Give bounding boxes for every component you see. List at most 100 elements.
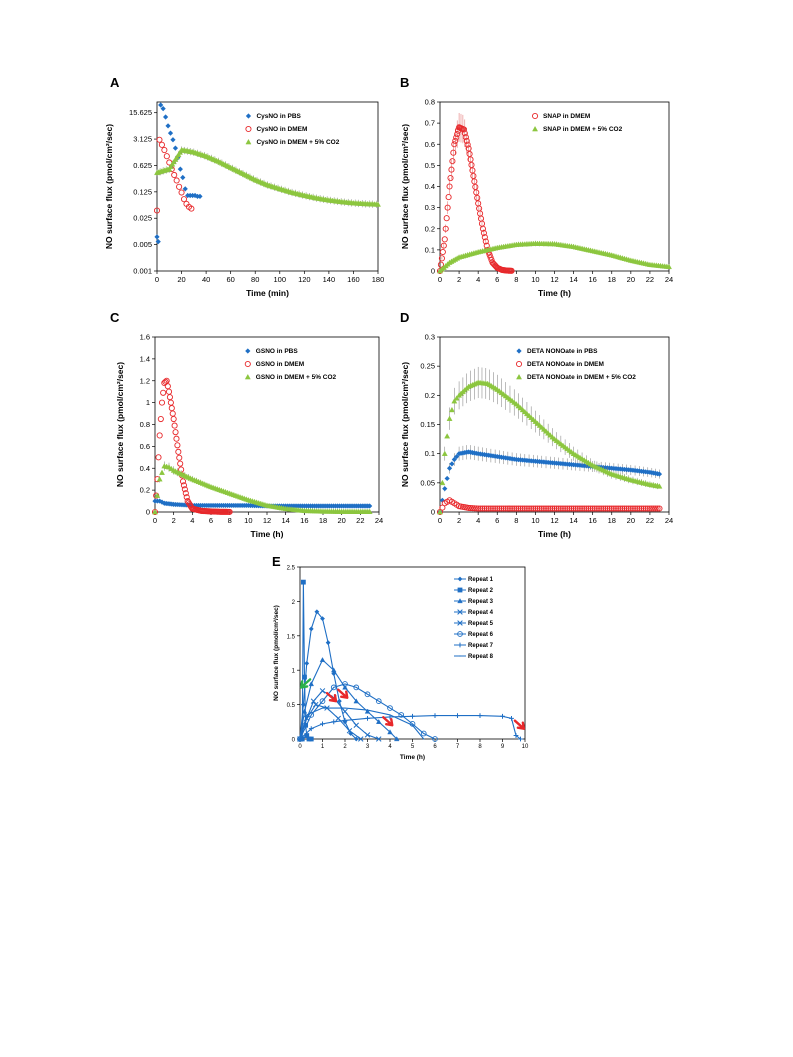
data-point [634, 505, 641, 512]
data-point [656, 471, 663, 477]
data-point [449, 158, 456, 165]
data-point [496, 505, 503, 512]
data-point [463, 137, 470, 144]
data-point [445, 194, 452, 201]
x-tick-label: 4 [388, 744, 392, 750]
y-tick-label: 0.625 [133, 161, 152, 170]
data-point [188, 205, 195, 212]
data-point [342, 708, 348, 715]
data-point [179, 478, 187, 485]
data-point [444, 204, 451, 211]
x-tick-label: 2 [457, 516, 461, 525]
x-tick-label: 0 [298, 744, 302, 750]
data-point [336, 698, 342, 704]
data-point [157, 415, 164, 423]
y-tick-label: 0.6 [425, 140, 435, 149]
y-tick-label: 0.5 [287, 703, 296, 709]
y-tick-label: 0.2 [425, 391, 435, 400]
data-point [477, 713, 483, 719]
data-point [186, 501, 193, 508]
series-repeat-7 [297, 713, 523, 742]
data-point [530, 505, 537, 512]
x-tick-label: 0 [153, 516, 157, 525]
data-point [506, 505, 514, 512]
data-point [344, 707, 346, 709]
legend-label: GSNO in DMEM [256, 361, 304, 368]
x-tick-label: 9 [501, 744, 505, 750]
legend-label: GSNO in DMEM + 5% CO2 [256, 374, 337, 381]
data-point [521, 505, 528, 512]
y-tick-label: 1 [292, 669, 296, 675]
x-tick-label: 18 [608, 516, 616, 525]
data-point [164, 383, 171, 390]
data-point [321, 707, 324, 709]
data-point [482, 238, 489, 245]
data-point [330, 684, 337, 691]
data-point [165, 388, 173, 395]
legend-label: Repeat 7 [468, 643, 494, 649]
data-point [453, 134, 460, 141]
data-point [519, 505, 526, 512]
data-point [502, 505, 509, 512]
data-point [523, 505, 530, 512]
legend-swatch [457, 598, 463, 604]
data-point [461, 130, 468, 137]
data-point [176, 454, 183, 461]
data-point [342, 718, 348, 723]
data-point [158, 141, 165, 148]
data-point [446, 183, 453, 190]
x-tick-label: 4 [476, 516, 480, 525]
data-point [480, 229, 487, 237]
x-tick-label: 10 [531, 275, 539, 284]
data-point [160, 106, 166, 112]
data-point [629, 505, 637, 512]
legend-label: CysNO in PBS [256, 113, 301, 120]
data-point [411, 724, 414, 726]
panel-letter: B [400, 75, 409, 90]
data-point [448, 406, 455, 413]
data-point [168, 405, 175, 412]
data-point [432, 713, 438, 719]
x-tick-label: 2 [457, 275, 461, 284]
data-point [310, 698, 317, 704]
data-point [570, 505, 577, 512]
y-tick-label: 0.5 [425, 161, 435, 170]
legend-label: Repeat 4 [468, 610, 494, 616]
series-layer [437, 112, 672, 274]
data-point [481, 505, 488, 512]
data-point [420, 730, 427, 737]
data-point [509, 505, 516, 512]
x-tick-label: 24 [665, 516, 673, 525]
data-point [608, 505, 615, 512]
data-point [160, 389, 167, 396]
data-point [615, 505, 622, 512]
y-tick-label: 0 [431, 267, 435, 276]
series-gsno-in-dmem [152, 377, 233, 515]
data-point [353, 736, 359, 742]
x-tick-label: 140 [323, 275, 336, 284]
data-point [466, 150, 473, 158]
x-axis-label: Time (h) [251, 529, 284, 539]
series-layer [154, 102, 381, 245]
data-point [342, 684, 348, 690]
data-point [642, 505, 649, 512]
series-snap-in-dmem [437, 112, 515, 274]
legend-swatch [244, 360, 251, 368]
data-point [454, 453, 460, 460]
data-point [508, 267, 515, 274]
series-gsno-in-dmem-5-co2 [152, 461, 373, 515]
panel-letter: E [272, 554, 281, 569]
data-point [442, 486, 448, 492]
data-point [304, 660, 310, 666]
x-tick-label: 12 [550, 275, 558, 284]
data-point [656, 483, 663, 489]
data-point [489, 505, 497, 512]
series-line [299, 683, 436, 740]
legend-swatch [516, 348, 522, 354]
data-point [304, 733, 310, 738]
legend-label: DETA NONOate in PBS [527, 348, 598, 355]
x-tick-label: 0 [155, 275, 159, 284]
data-point [453, 395, 460, 401]
y-tick-label: 2 [292, 600, 296, 606]
x-tick-label: 6 [209, 516, 213, 525]
